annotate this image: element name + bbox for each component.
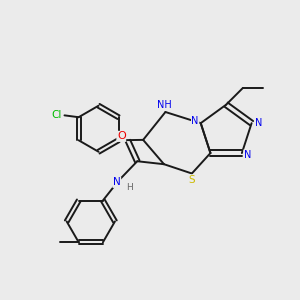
Text: NH: NH — [157, 100, 172, 110]
Text: N: N — [191, 116, 199, 126]
Text: N: N — [244, 150, 251, 160]
Text: Cl: Cl — [51, 110, 62, 120]
Text: S: S — [189, 175, 195, 185]
Text: N: N — [113, 177, 121, 188]
Text: O: O — [117, 131, 126, 141]
Text: H: H — [126, 183, 133, 192]
Text: N: N — [255, 118, 262, 128]
